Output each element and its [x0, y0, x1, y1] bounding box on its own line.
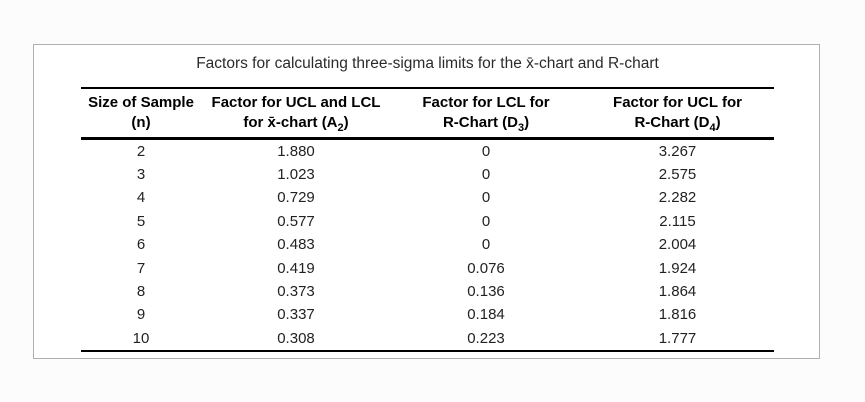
header-line2: for x̄-chart (A2): [243, 113, 349, 134]
cell-d3: 0.184: [467, 306, 505, 324]
table-row: 9 0.337 0.184 1.816: [81, 303, 774, 326]
column-header-d4-factor: Factor for UCL for R-Chart (D4): [581, 88, 774, 138]
table-row: 2 1.880 0 3.267: [81, 138, 774, 163]
cell-a2: 0.483: [277, 236, 315, 254]
header-line1: Factor for UCL and LCL: [211, 93, 381, 111]
factors-table: Size of Sample (n) Factor for UCL and LC…: [81, 87, 774, 352]
cell-a2: 0.419: [277, 259, 315, 277]
cell-a2: 0.577: [277, 212, 315, 230]
cell-a2: 1.880: [277, 142, 315, 160]
cell-d4: 1.777: [658, 329, 697, 347]
cell-d4: 2.004: [658, 236, 697, 254]
cell-d3: 0: [481, 166, 491, 184]
header-line1: Factor for LCL for: [422, 93, 550, 111]
cell-d4: 3.267: [658, 142, 697, 160]
table-row: 8 0.373 0.136 1.864: [81, 280, 774, 303]
cell-n: 3: [136, 166, 146, 184]
cell-n: 5: [136, 212, 146, 230]
cell-a2: 0.308: [277, 329, 315, 347]
cell-n: 7: [136, 259, 146, 277]
cell-d3: 0.136: [467, 283, 505, 301]
cell-d3: 0: [481, 189, 491, 207]
cell-d4: 1.924: [658, 259, 697, 277]
table-header: Size of Sample (n) Factor for UCL and LC…: [81, 88, 774, 138]
cell-n: 8: [136, 283, 146, 301]
header-line1: Size of Sample: [88, 93, 194, 111]
cell-d4: 1.864: [658, 283, 697, 301]
cell-d3: 0.076: [467, 259, 505, 277]
cell-d3: 0: [481, 212, 491, 230]
cell-d4: 2.115: [659, 212, 696, 230]
column-header-a2-factor: Factor for UCL and LCL for x̄-chart (A2): [201, 88, 391, 138]
cell-n: 4: [136, 189, 146, 207]
cell-d4: 2.575: [658, 166, 697, 184]
cell-a2: 0.337: [277, 306, 315, 324]
table-row: 5 0.577 0 2.115: [81, 210, 774, 233]
table-row: 3 1.023 0 2.575: [81, 163, 774, 186]
header-line2: (n): [131, 113, 151, 131]
header-row: Size of Sample (n) Factor for UCL and LC…: [81, 88, 774, 138]
cell-n: 2: [136, 142, 146, 160]
cell-a2: 0.373: [277, 283, 315, 301]
cell-a2: 0.729: [277, 189, 315, 207]
header-line2: R-Chart (D3): [442, 113, 530, 134]
cell-n: 6: [136, 236, 146, 254]
header-line2: R-Chart (D4): [634, 113, 721, 134]
cell-d4: 1.816: [658, 306, 697, 324]
cell-n: 9: [136, 306, 146, 324]
cell-d3: 0: [481, 236, 491, 254]
table-row: 7 0.419 0.076 1.924: [81, 256, 774, 279]
table-row: 10 0.308 0.223 1.777: [81, 327, 774, 351]
table-title: Factors for calculating three-sigma limi…: [196, 55, 659, 72]
column-header-d3-factor: Factor for LCL for R-Chart (D3): [391, 88, 581, 138]
table-row: 6 0.483 0 2.004: [81, 233, 774, 256]
cell-d3: 0.223: [467, 329, 505, 347]
cell-d4: 2.282: [658, 189, 697, 207]
cell-n: 10: [132, 329, 150, 347]
cell-a2: 1.023: [277, 166, 315, 184]
table-body: 2 1.880 0 3.267 3 1.023 0 2.575 4 0.729 …: [81, 138, 774, 352]
factors-table-panel: Factors for calculating three-sigma limi…: [33, 44, 820, 359]
cell-d3: 0: [481, 142, 491, 160]
header-line1: Factor for UCL for: [613, 93, 742, 111]
column-header-sample-size: Size of Sample (n): [81, 88, 201, 138]
table-row: 4 0.729 0 2.282: [81, 186, 774, 209]
